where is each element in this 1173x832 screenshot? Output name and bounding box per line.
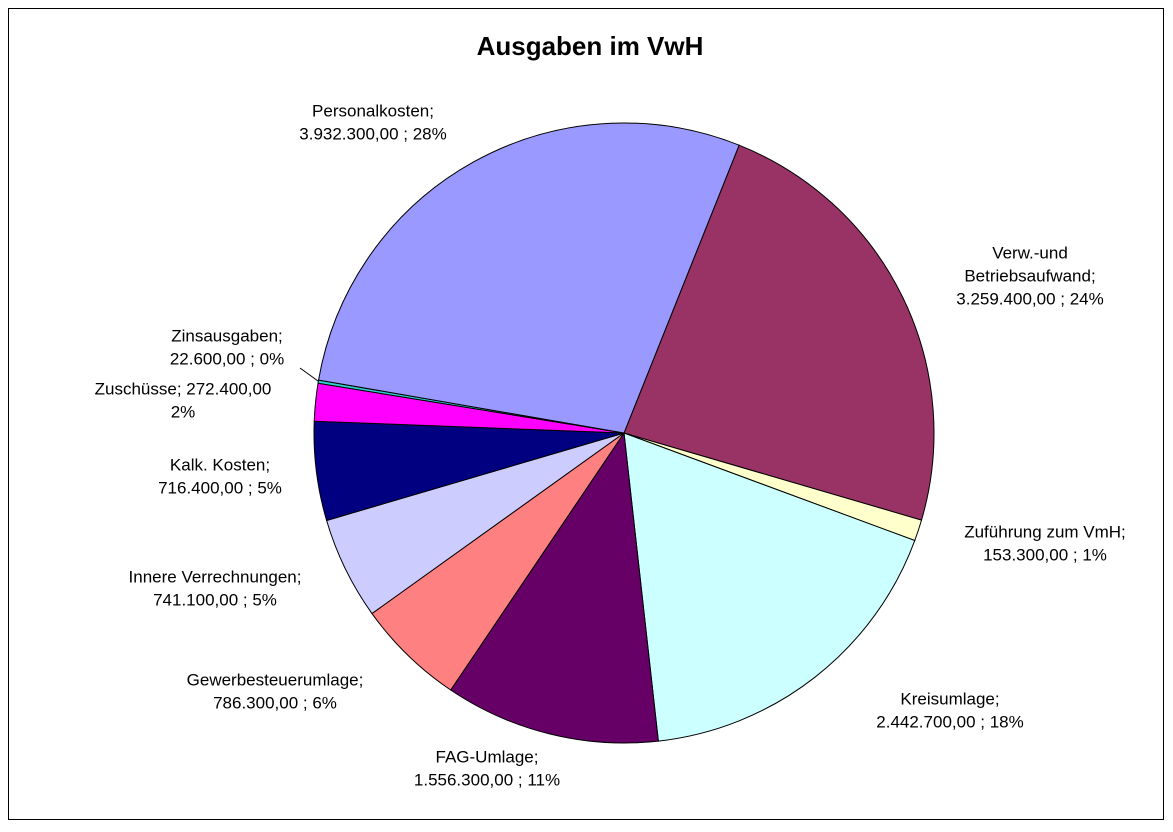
data-label: FAG-Umlage; — [436, 747, 539, 766]
data-label: Zinsausgaben; — [171, 326, 283, 345]
data-label: 716.400,00 ; 5% — [158, 478, 282, 497]
pie-slice — [317, 122, 740, 434]
data-label: 741.100,00 ; 5% — [153, 590, 277, 609]
pie-slice — [623, 432, 916, 742]
data-label: 3.932.300,00 ; 28% — [299, 124, 446, 143]
data-label: Betriebsaufwand; — [964, 266, 1095, 285]
data-label: 1.556.300,00 ; 11% — [414, 770, 560, 789]
data-label: 153.300,00 ; 1% — [983, 545, 1107, 564]
pie-slice — [623, 144, 935, 521]
data-label: 22.600,00 ; 0% — [170, 349, 284, 368]
data-label: 2% — [171, 402, 196, 421]
data-label: Zuführung zum VmH; — [964, 522, 1126, 541]
data-label: 3.259.400,00 ; 24% — [956, 289, 1103, 308]
chart-title: Ausgaben im VwH — [477, 31, 704, 61]
data-label: Kalk. Kosten; — [170, 455, 270, 474]
data-label: 2.442.700,00 ; 18% — [876, 712, 1023, 731]
leader-line — [299, 367, 319, 382]
pie-slice — [449, 431, 659, 744]
data-label: Verw.-und — [992, 243, 1068, 262]
data-label: Zuschüsse; 272.400,00 — [95, 379, 272, 398]
data-label: Innere Verrechnungen; — [129, 567, 302, 586]
data-label: Gewerbesteuerumlage; — [187, 670, 364, 689]
data-label: Personalkosten; — [312, 101, 434, 120]
data-label: Kreisumlage; — [900, 689, 999, 708]
data-label: 786.300,00 ; 6% — [213, 693, 337, 712]
